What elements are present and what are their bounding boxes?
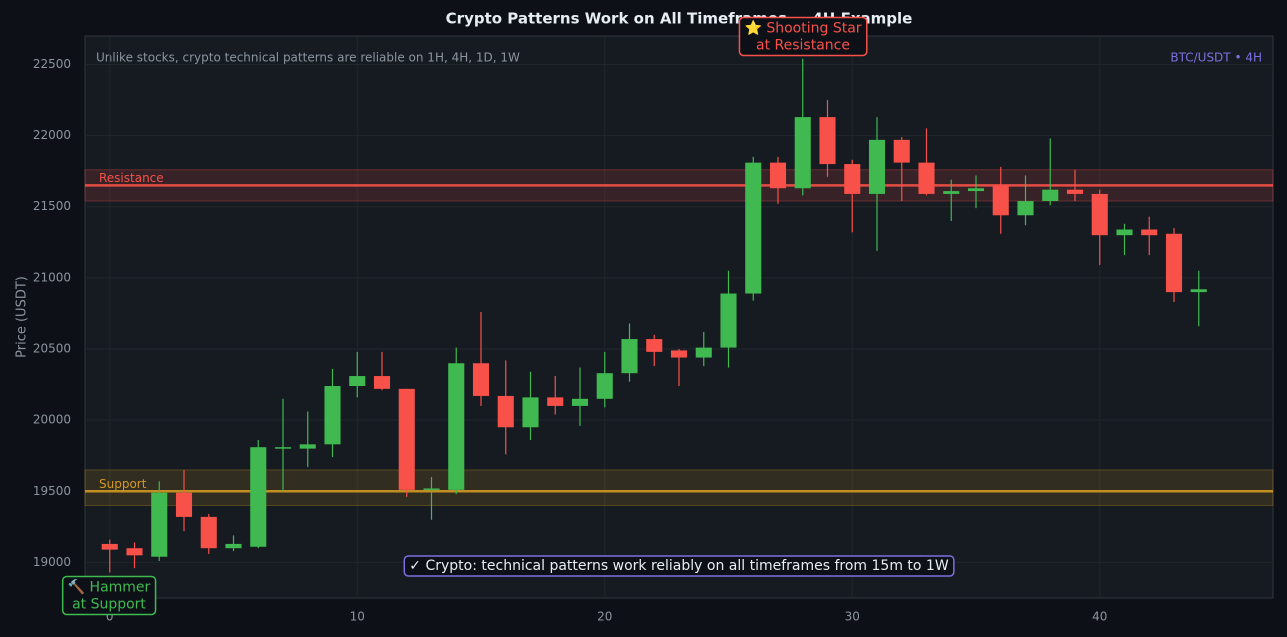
candle-body <box>299 444 316 449</box>
y-tick-label: 21500 <box>33 199 71 213</box>
candle-body <box>794 117 811 189</box>
candle-body <box>918 162 935 194</box>
y-tick-label: 22000 <box>33 128 71 142</box>
level-label: Resistance <box>99 171 164 185</box>
y-axis-label: Price (USDT) <box>15 276 30 358</box>
candle-body <box>745 162 762 294</box>
note: ✓ Crypto: technical patterns work reliab… <box>403 555 955 577</box>
candle-body <box>324 386 341 445</box>
candle-body <box>992 185 1009 216</box>
note-box <box>403 555 955 577</box>
candle-body <box>522 397 539 428</box>
note-text: ✓ Crypto: technical patterns work reliab… <box>409 558 949 574</box>
candle-body <box>1091 193 1108 236</box>
tag: BTC/USDT • 4H <box>1170 51 1262 65</box>
candle-body <box>126 548 143 556</box>
candle-body <box>175 492 193 517</box>
annotation-text: 🔨 Hammer <box>68 579 151 596</box>
candle-body <box>274 447 292 449</box>
candle-body <box>868 139 886 194</box>
candle-body <box>373 376 391 389</box>
candle-body <box>621 339 638 374</box>
y-tick-label: 22500 <box>33 57 71 71</box>
annotation-box <box>738 16 868 57</box>
candle-body <box>646 339 663 352</box>
candle-body <box>1066 189 1084 194</box>
plot-area <box>84 35 1274 599</box>
candle-body <box>893 139 910 163</box>
level-label: Support <box>99 477 147 491</box>
candle-body <box>1116 229 1133 236</box>
candle-body <box>448 363 465 490</box>
x-tick-label: 20 <box>597 610 612 624</box>
candle-body <box>967 188 985 192</box>
y-tick-label: 19000 <box>33 555 71 569</box>
candle-body <box>596 373 613 399</box>
candle-body <box>472 363 490 396</box>
annotation-text: at Resistance <box>756 38 850 54</box>
x-tick-label: 30 <box>845 610 860 624</box>
candle-body <box>819 117 836 165</box>
candle-body <box>151 492 168 557</box>
candle-body <box>1165 233 1183 293</box>
candle-body <box>844 164 861 194</box>
candle-body <box>769 162 787 189</box>
candle-body <box>349 376 366 387</box>
x-tick-label: 40 <box>1092 610 1107 624</box>
annotation-box <box>61 575 157 616</box>
candle-body <box>571 398 589 406</box>
candle-body <box>250 447 267 547</box>
candle-body <box>225 543 242 549</box>
candle-body <box>547 397 564 406</box>
y-tick-label: 20000 <box>33 413 71 427</box>
candle-body <box>423 488 440 490</box>
annotation-text: at Support <box>72 597 146 613</box>
annotation-text: ⭐ Shooting Star <box>744 20 861 37</box>
candle-body <box>1190 289 1207 293</box>
candle-body <box>943 191 960 194</box>
y-tick-label: 21000 <box>33 270 71 284</box>
x-tick-label: 0 <box>106 610 114 624</box>
candle-body <box>101 543 118 550</box>
candle-body <box>1017 201 1034 216</box>
x-tick-label: 10 <box>350 610 365 624</box>
candle-body <box>398 388 415 490</box>
subtitle: Unlike stocks, crypto technical patterns… <box>96 51 520 65</box>
y-tick-label: 20500 <box>33 342 71 356</box>
candle-body <box>200 516 217 549</box>
candle-body <box>1141 229 1158 236</box>
candle-body <box>497 395 514 428</box>
candle-body <box>695 347 712 358</box>
candle-body <box>720 293 737 348</box>
candle-body <box>670 350 688 358</box>
candle-body <box>1042 189 1059 202</box>
y-tick-label: 19500 <box>33 484 71 498</box>
